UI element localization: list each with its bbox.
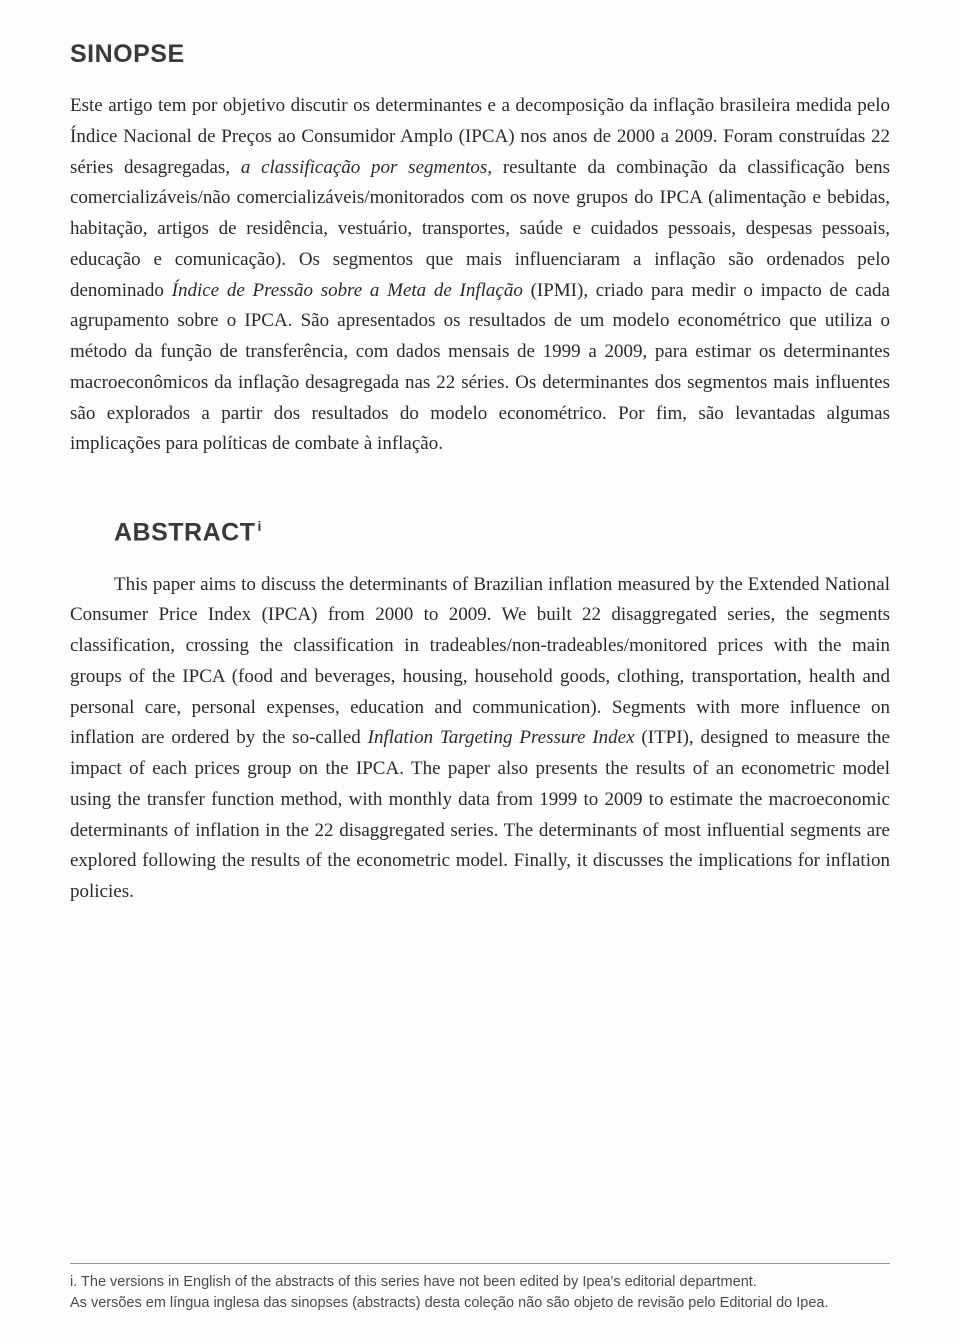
italic-run: Inflation Targeting Pressure Index	[368, 727, 635, 748]
text-run: (ITPI), designed to measure the impact o…	[70, 727, 890, 902]
italic-run: a classificação por segmentos	[241, 157, 488, 178]
abstract-heading: ABSTRACTi	[114, 518, 890, 547]
italic-run: Índice de Pressão sobre a Meta de Inflaç…	[172, 280, 523, 301]
footnote-line-2: As versões em língua inglesa das sinopse…	[70, 1293, 890, 1313]
abstract-heading-text: ABSTRACT	[114, 519, 256, 547]
abstract-paragraph: This paper aims to discuss the determina…	[70, 570, 890, 908]
footnote-block: i. The versions in English of the abstra…	[70, 1263, 890, 1313]
sinopse-heading: SINOPSE	[70, 40, 890, 69]
footnote-line-1: i. The versions in English of the abstra…	[70, 1272, 890, 1292]
abstract-heading-sup: i	[258, 518, 262, 534]
text-run: This paper aims to discuss the determina…	[70, 574, 890, 749]
text-run: (IPMI), criado para medir o impacto de c…	[70, 280, 890, 455]
sinopse-paragraph: Este artigo tem por objetivo discutir os…	[70, 91, 890, 460]
